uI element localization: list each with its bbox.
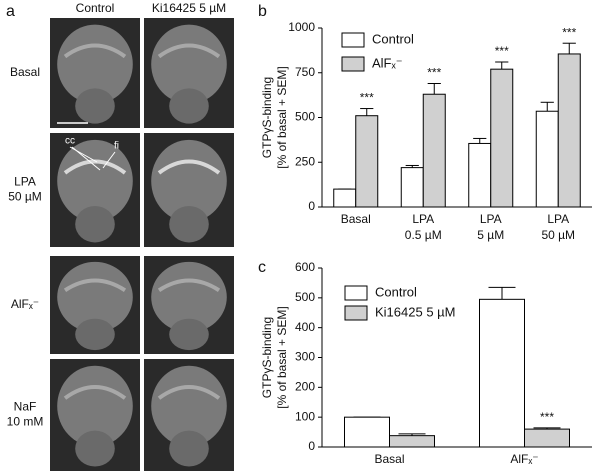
legend-label: Control	[375, 284, 417, 299]
row-label: AlFₓ⁻	[11, 297, 39, 311]
row-label: 10 mM	[7, 415, 44, 429]
white-matter	[63, 385, 127, 400]
y-tick-label: 750	[295, 65, 315, 79]
bar	[422, 93, 446, 208]
brain-tissue	[151, 24, 227, 104]
bar	[355, 115, 379, 208]
bar	[389, 435, 435, 448]
y-tick-label: 1000	[288, 20, 315, 34]
white-matter	[63, 159, 127, 175]
bar	[535, 110, 559, 208]
y-tick-label: 100	[295, 409, 315, 423]
row-label: NaF	[14, 400, 37, 414]
y-axis-label: [% of basal + SEM]	[275, 66, 289, 168]
brain-tissue	[151, 365, 227, 447]
x-tick-label: 50 µM	[541, 228, 575, 242]
brain-tissue	[151, 261, 227, 333]
y-tick-label: 500	[295, 290, 315, 304]
y-tick-label: 200	[295, 380, 315, 394]
bar	[490, 68, 514, 208]
y-tick-label: 500	[295, 110, 315, 124]
y-tick-label: 600	[295, 260, 315, 274]
legend-swatch	[344, 305, 368, 321]
y-tick-label: 400	[295, 320, 315, 334]
brain-tissue	[57, 365, 133, 447]
x-tick-label: LPA	[547, 212, 569, 226]
bar	[557, 53, 581, 208]
x-tick-label: 5 µM	[477, 228, 504, 242]
x-tick-label: AlFₓ⁻	[510, 452, 538, 466]
annotation: fi	[114, 141, 119, 152]
brain-tissue	[75, 88, 115, 124]
y-tick-label: 300	[295, 350, 315, 364]
annotation: cc	[65, 136, 75, 147]
x-tick-label: LPA	[412, 212, 434, 226]
white-matter	[157, 159, 221, 175]
brain-tissue	[57, 139, 133, 222]
significance: ***	[540, 410, 554, 424]
legend-label: AlFₓ⁻	[372, 55, 403, 70]
bar	[344, 416, 390, 448]
x-tick-label: Basal	[341, 212, 371, 226]
brain-tissue	[75, 205, 115, 243]
panel-label: a	[6, 3, 15, 20]
pointer	[102, 151, 116, 169]
brain-tissue	[169, 88, 209, 124]
brain-tissue	[169, 205, 209, 243]
legend-label: Control	[372, 31, 414, 46]
y-axis-label: GTPγS-binding	[260, 77, 274, 158]
white-matter	[157, 385, 221, 400]
column-label: Ki16425 5 µM	[152, 1, 226, 15]
legend-label: Ki16425 5 µM	[375, 304, 455, 319]
legend-swatch	[341, 32, 365, 48]
brain-tissue	[75, 318, 115, 351]
significance: ***	[562, 25, 576, 39]
bar	[333, 188, 357, 208]
white-matter	[63, 278, 127, 292]
white-matter	[157, 43, 221, 59]
y-axis-label: GTPγS-binding	[260, 317, 274, 398]
significance: ***	[427, 66, 441, 80]
brain-tissue	[75, 430, 115, 467]
brain-tissue	[151, 139, 227, 222]
row-label: 50 µM	[8, 190, 42, 204]
row-label: Basal	[10, 65, 40, 79]
x-tick-label: Basal	[374, 452, 404, 466]
column-label: Control	[76, 1, 115, 15]
white-matter	[63, 43, 127, 59]
x-tick-label: LPA	[480, 212, 502, 226]
brain-tissue	[57, 24, 133, 104]
y-axis-label: [% of basal + SEM]	[275, 306, 289, 408]
y-tick-label: 0	[308, 439, 315, 453]
x-tick-label: 0.5 µM	[405, 228, 442, 242]
significance: ***	[495, 44, 509, 58]
legend-swatch	[344, 285, 368, 301]
bar	[400, 167, 424, 208]
bar	[479, 298, 525, 448]
y-tick-label: 250	[295, 154, 315, 168]
bar	[468, 142, 492, 208]
panel-label: c	[258, 259, 266, 276]
brain-tissue	[169, 430, 209, 467]
pointer	[71, 146, 101, 171]
panel-label: b	[258, 3, 267, 20]
white-matter	[157, 278, 221, 292]
legend-swatch	[341, 56, 365, 72]
y-tick-label: 0	[308, 199, 315, 213]
brain-tissue	[57, 261, 133, 333]
row-label: LPA	[14, 175, 36, 189]
significance: ***	[360, 91, 374, 105]
brain-tissue	[169, 318, 209, 351]
bar	[524, 428, 570, 448]
